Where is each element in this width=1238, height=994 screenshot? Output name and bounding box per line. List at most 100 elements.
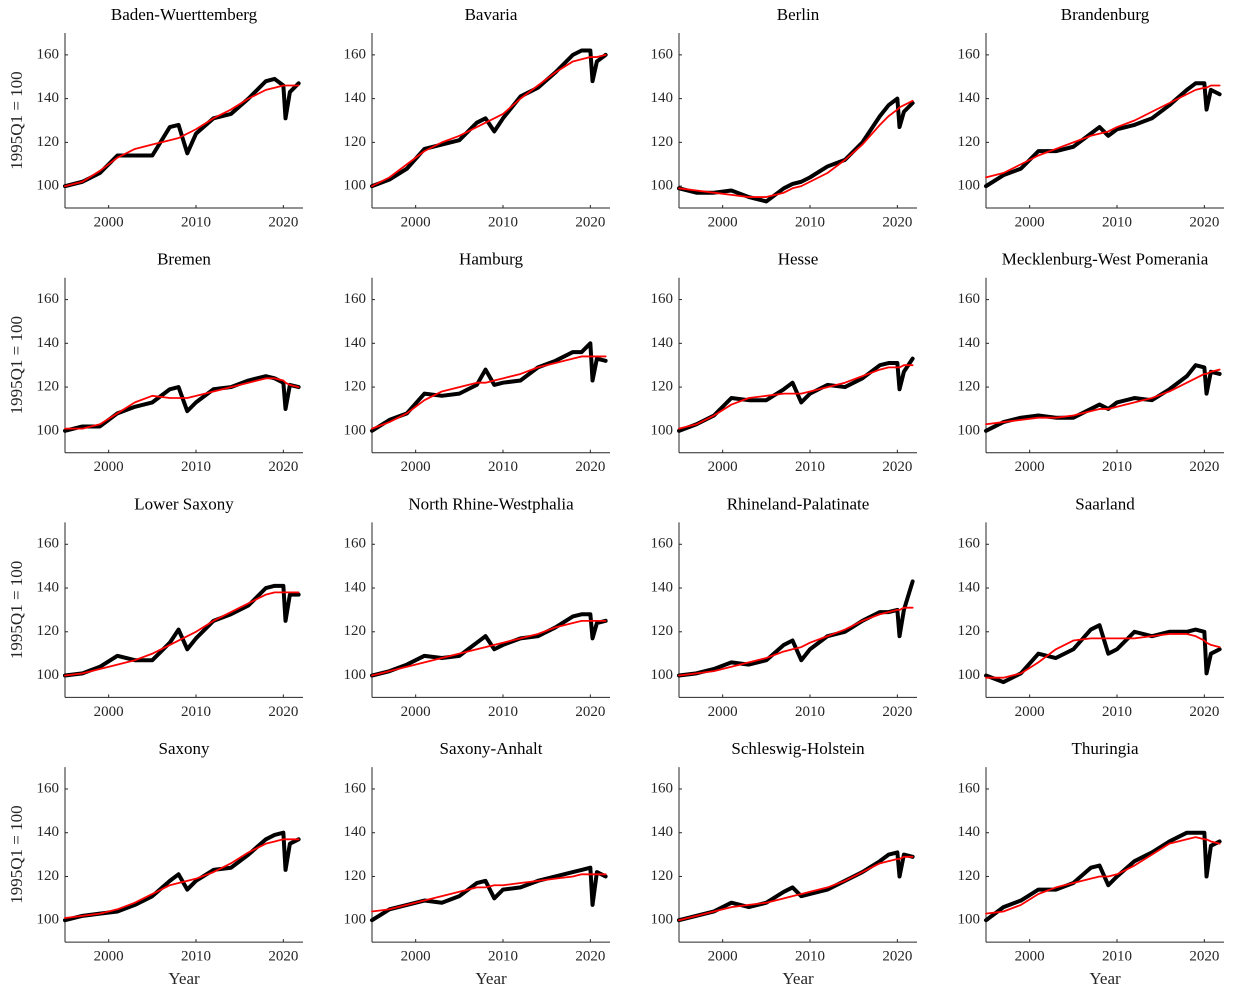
- x-tick-label: 2000: [1015, 949, 1045, 965]
- y-tick-label: 100: [958, 422, 981, 438]
- x-tick-label: 2010: [795, 949, 825, 965]
- subplot-title: Lower Saxony: [134, 494, 234, 513]
- y-tick-label: 160: [344, 536, 367, 552]
- y-tick-label: 100: [651, 667, 674, 683]
- x-tick-label: 2010: [1102, 949, 1132, 965]
- y-tick-label: 160: [37, 536, 60, 552]
- subplot-title: Rhineland-Palatinate: [727, 494, 870, 513]
- y-tick-label: 140: [651, 824, 674, 840]
- y-tick-label: 100: [651, 178, 674, 194]
- y-tick-label: 160: [651, 780, 674, 796]
- subplot-title: Schleswig-Holstein: [731, 739, 865, 758]
- subplot-title: Berlin: [777, 5, 820, 24]
- y-axis-label: 1995Q1 = 100: [7, 561, 26, 659]
- subplot-title: Hamburg: [459, 250, 523, 269]
- y-tick-label: 120: [651, 134, 674, 150]
- y-tick-label: 160: [37, 780, 60, 796]
- data-line: [371, 873, 607, 913]
- x-tick-label: 2010: [488, 459, 518, 475]
- data-line: [677, 96, 915, 204]
- y-tick-label: 120: [651, 379, 674, 395]
- y-tick-label: 100: [344, 912, 367, 928]
- x-tick-label: 2020: [268, 459, 298, 475]
- x-tick-label: 2000: [708, 459, 738, 475]
- y-tick-label: 160: [37, 291, 60, 307]
- x-tick-label: 2020: [268, 704, 298, 720]
- y-tick-label: 160: [958, 291, 981, 307]
- data-line: [985, 836, 1221, 915]
- y-tick-label: 120: [651, 623, 674, 639]
- data-line: [677, 579, 915, 678]
- data-line: [678, 364, 914, 430]
- y-axis-label: 1995Q1 = 100: [7, 316, 26, 414]
- y-tick-label: 120: [344, 868, 367, 884]
- y-tick-label: 140: [37, 335, 60, 351]
- y-tick-label: 140: [958, 824, 981, 840]
- x-tick-label: 2010: [181, 704, 211, 720]
- x-axis-label: Year: [168, 969, 200, 988]
- x-tick-label: 2000: [1015, 459, 1045, 475]
- x-tick-label: 2020: [575, 704, 605, 720]
- y-tick-label: 160: [344, 291, 367, 307]
- data-line: [677, 850, 915, 923]
- subplot-title: Brandenburg: [1061, 5, 1150, 24]
- y-tick-label: 140: [958, 90, 981, 106]
- y-tick-label: 100: [344, 178, 367, 194]
- data-line: [63, 374, 301, 433]
- y-tick-label: 100: [958, 178, 981, 194]
- y-tick-label: 140: [344, 335, 367, 351]
- x-tick-label: 2000: [94, 949, 124, 965]
- y-tick-label: 100: [344, 422, 367, 438]
- x-tick-label: 2020: [882, 459, 912, 475]
- x-tick-label: 2000: [708, 949, 738, 965]
- x-tick-label: 2020: [882, 949, 912, 965]
- y-tick-label: 140: [344, 579, 367, 595]
- y-tick-label: 160: [651, 291, 674, 307]
- y-tick-label: 140: [651, 579, 674, 595]
- data-line: [370, 865, 608, 923]
- x-tick-label: 2020: [1189, 949, 1219, 965]
- x-tick-label: 2020: [575, 459, 605, 475]
- x-tick-label: 2010: [1102, 704, 1132, 720]
- data-line: [985, 368, 1221, 426]
- y-tick-label: 120: [344, 134, 367, 150]
- x-tick-label: 2010: [795, 704, 825, 720]
- y-tick-label: 120: [37, 868, 60, 884]
- data-line: [370, 341, 608, 433]
- data-line: [63, 830, 301, 923]
- x-tick-label: 2010: [488, 214, 518, 230]
- subplot-title: Saarland: [1075, 494, 1135, 513]
- y-tick-label: 120: [344, 379, 367, 395]
- x-tick-label: 2000: [1015, 704, 1045, 720]
- subplot-title: Saxony: [159, 739, 211, 758]
- x-tick-label: 2000: [94, 459, 124, 475]
- data-line: [984, 81, 1222, 189]
- data-line: [64, 838, 300, 919]
- x-tick-label: 2010: [181, 214, 211, 230]
- x-tick-label: 2020: [575, 214, 605, 230]
- data-line: [677, 356, 915, 433]
- subplot-title: Thuringia: [1071, 739, 1138, 758]
- x-axis-label: Year: [782, 969, 814, 988]
- x-tick-label: 2010: [181, 949, 211, 965]
- x-tick-label: 2010: [488, 949, 518, 965]
- y-tick-label: 140: [958, 335, 981, 351]
- x-tick-label: 2000: [401, 459, 431, 475]
- y-tick-label: 140: [651, 90, 674, 106]
- y-tick-label: 100: [651, 912, 674, 928]
- y-tick-label: 100: [37, 667, 60, 683]
- y-tick-label: 100: [344, 667, 367, 683]
- x-tick-label: 2000: [401, 704, 431, 720]
- data-line: [371, 355, 607, 430]
- y-tick-label: 100: [37, 422, 60, 438]
- x-tick-label: 2020: [882, 704, 912, 720]
- x-tick-label: 2020: [268, 949, 298, 965]
- x-axis-label: Year: [475, 969, 507, 988]
- y-tick-label: 140: [344, 90, 367, 106]
- data-line: [985, 84, 1221, 179]
- y-tick-label: 100: [958, 667, 981, 683]
- y-tick-label: 140: [958, 579, 981, 595]
- data-line: [371, 619, 607, 677]
- x-tick-label: 2000: [401, 214, 431, 230]
